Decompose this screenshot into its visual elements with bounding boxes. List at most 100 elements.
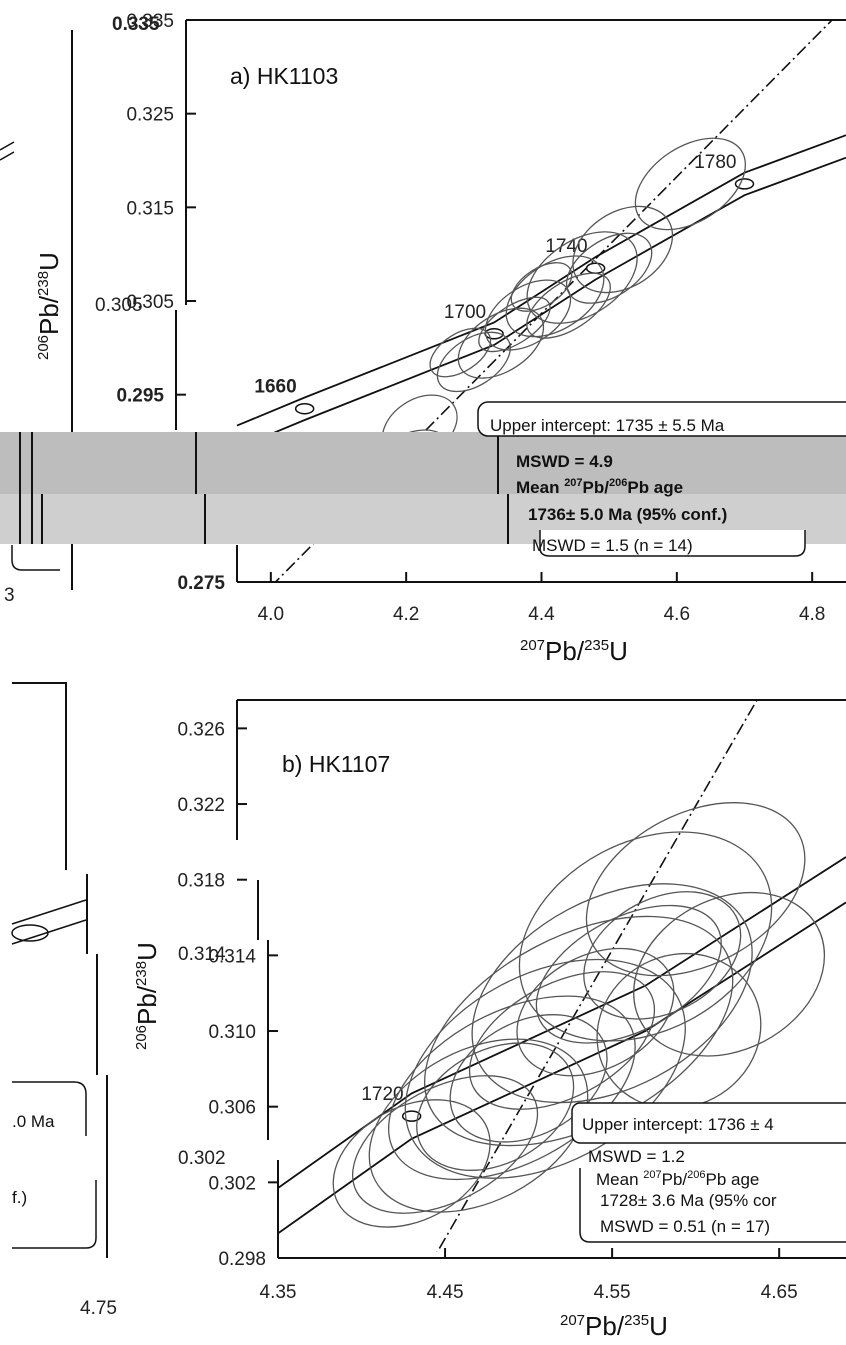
chart-b-ylabel-end: U (132, 942, 162, 961)
chart-b-ylabel: 206Pb/238U (132, 942, 162, 1050)
chart-b-xlabel-sup1: 207 (560, 1312, 585, 1329)
chart-a-legend-line-2: 1736± 5.0 Ma (95% conf.) (528, 505, 727, 524)
discordia-line (436, 700, 758, 1252)
fragment-a-line (0, 141, 15, 161)
chart-b-ylabel-sup2: 238 (133, 961, 150, 986)
data-ellipse (572, 205, 674, 294)
data-ellipse (387, 995, 636, 1181)
fragment-b-tick-0302: 0.302 (178, 1148, 226, 1169)
age-label: 1780 (694, 152, 736, 173)
concordia-curve (236, 134, 846, 427)
y-tick-label: 0.305 (126, 292, 174, 313)
x-tick-label: 4.0 (258, 604, 284, 625)
chart-b-xlabel-sup2: 235 (624, 1312, 649, 1329)
age-label: 1740 (545, 236, 587, 257)
chart-b-xlabel: 207Pb/235U (560, 1311, 668, 1341)
y-tick-label: 0.326 (177, 719, 225, 740)
y-tick-label: 0.314 (208, 946, 256, 967)
chart-a-legend-mean-2: Pb/ (583, 478, 610, 497)
chart-a-ylabel-sup2: 238 (35, 271, 52, 296)
gray-band-upper (0, 432, 846, 494)
x-tick-label: 4.2 (393, 604, 419, 625)
chart-a-legend-mean: Mean 207Pb/206Pb age (516, 477, 683, 497)
y-tick-label: 0.318 (177, 871, 225, 892)
y-tick-label: 0.302 (208, 1173, 256, 1194)
data-ellipse (471, 883, 753, 1104)
x-tick-label: 4.8 (799, 604, 825, 625)
data-ellipse (510, 262, 573, 312)
chart-b-legend-mean-4: Pb age (706, 1170, 760, 1189)
chart-b-legend-mean-0: Mean (596, 1170, 643, 1189)
chart-b-legend-mean: Mean 207Pb/206Pb age (596, 1169, 759, 1189)
data-ellipse (585, 802, 806, 977)
data-ellipse (583, 891, 742, 1020)
chart-a-legend-mean-4: Pb age (627, 478, 683, 497)
concordia-curve (277, 901, 846, 1235)
y-tick-label: 0.298 (218, 1249, 266, 1270)
chart-b-ylabel-mid: Pb/ (132, 985, 162, 1025)
chart-a-xlabel-mid: Pb/ (545, 636, 585, 666)
age-label: 1660 (254, 377, 296, 398)
chart-a-legend-box-lower (539, 530, 806, 557)
fragment-b-label2: f.) (12, 1188, 27, 1207)
data-ellipse (516, 947, 675, 1077)
data-ellipse (436, 331, 511, 393)
chart-b-legend-mean-2: Pb/ (662, 1170, 688, 1189)
chart-b-legend-line-2: 1728± 3.6 Ma (95% cor (600, 1191, 777, 1210)
fragment-b-legend2 (12, 1180, 97, 1249)
fragment-tick-0305: 0.305 (95, 295, 143, 316)
chart-b: 0.298 0.302 0.306 0.310 0.314 0.318 0.322 0.326… (11, 682, 846, 1341)
concordia-curve (236, 156, 846, 449)
chart-a-xlabel-end: U (609, 636, 628, 666)
fragment-b-tick: 4.75 (80, 1298, 117, 1319)
chart-a-ylabel: 206Pb/238U (34, 252, 64, 360)
chart-a-legend-line-0: Upper intercept: 1735 ± 5.5 Ma (490, 416, 725, 435)
chart-b-xlabel-mid: Pb/ (585, 1311, 625, 1341)
fragment-b-tick-0314: 0.314 (178, 944, 226, 965)
age-marker (734, 178, 755, 190)
y-tick-label: 0.335 (126, 11, 174, 32)
chart-a-legend-mean-3: 206 (609, 477, 627, 489)
fragment-a-box (11, 545, 60, 571)
chart-b-legend-line-0: Upper intercept: 1736 ± 4 (582, 1115, 774, 1134)
chart-b-legend-mean-3: 206 (687, 1169, 705, 1181)
y-tick-label: 0.295 (116, 386, 164, 407)
data-ellipse (457, 307, 545, 379)
chart-a-legend-line-3: MSWD = 1.5 (n = 14) (532, 536, 693, 555)
data-ellipse (634, 137, 747, 231)
chart-a-ylabel-sup1: 206 (35, 335, 52, 360)
chart-a-xlabel-sup1: 207 (520, 637, 545, 654)
data-ellipse (416, 1042, 575, 1171)
fragment-b-lines (11, 899, 87, 945)
chart-b-legend-mean-1: 207 (643, 1169, 661, 1181)
age-label: 1700 (444, 302, 486, 323)
x-tick-label: 4.65 (761, 1282, 798, 1303)
chart-b-legend-line-3: MSWD = 0.51 (n = 17) (600, 1217, 770, 1236)
chart-a-title: a) HK1103 (230, 63, 338, 89)
chart-a-xlabel-sup2: 235 (584, 637, 609, 654)
data-ellipse (565, 232, 653, 304)
fragment-b-label: .0 Ma (12, 1112, 55, 1131)
chart-b-xlabel-end: U (649, 1311, 668, 1341)
chart-a-xlabel: 207Pb/235U (520, 636, 628, 666)
data-ellipse (351, 1075, 539, 1214)
data-ellipse (404, 958, 686, 1179)
chart-b-legend-box-top (571, 1102, 846, 1144)
data-ellipse (449, 1014, 608, 1143)
fragment-b-legend (12, 1081, 87, 1136)
data-ellipse (526, 231, 638, 324)
fragment-left-3: 3 (4, 585, 15, 606)
x-tick-label: 4.35 (260, 1282, 297, 1303)
fragment-b-box-top (12, 682, 67, 870)
chart-a-legend-mean-1: 207 (564, 477, 582, 489)
y-tick-label: 0.310 (208, 1022, 256, 1043)
y-tick-label: 0.275 (177, 573, 225, 594)
data-ellipse (596, 952, 762, 1110)
fragment-b-ellipse (11, 924, 49, 942)
data-ellipse (478, 296, 551, 353)
chart-b-legend-line-1: MSWD = 1.2 (588, 1147, 685, 1166)
age-marker (294, 402, 315, 415)
x-tick-label: 4.4 (528, 604, 555, 625)
